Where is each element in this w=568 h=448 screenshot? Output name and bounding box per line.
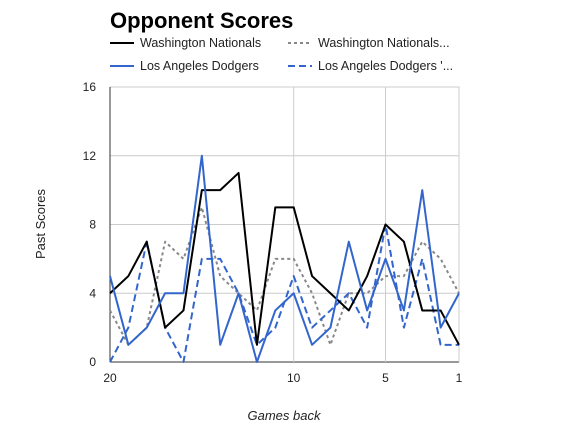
legend-label: Washington Nationals... xyxy=(318,36,450,50)
y-axis-label: Past Scores xyxy=(33,188,48,259)
legend-item-2: Washington Nationals... xyxy=(288,36,450,50)
x-axis-label: Games back xyxy=(248,408,322,423)
chart-title: Opponent Scores xyxy=(110,8,293,33)
x-axis-ticks: 20 10 5 1 xyxy=(103,371,462,385)
legend-label: Los Angeles Dodgers '... xyxy=(318,59,453,73)
grid xyxy=(109,86,460,363)
series-line-2 xyxy=(109,206,460,346)
legend-item-1: Washington Nationals xyxy=(110,36,261,50)
y-axis-ticks: 0 4 8 12 16 xyxy=(83,80,97,369)
y-tick-label: 4 xyxy=(89,286,96,300)
legend-item-4: Los Angeles Dodgers '... xyxy=(288,59,453,73)
legend: Washington Nationals Washington Nationals… xyxy=(110,36,453,73)
x-tick-label: 10 xyxy=(287,371,301,385)
series-lines xyxy=(109,154,460,363)
y-tick-label: 8 xyxy=(89,218,96,232)
legend-item-3: Los Angeles Dodgers xyxy=(110,59,259,73)
legend-label: Washington Nationals xyxy=(140,36,261,50)
x-tick-label: 1 xyxy=(456,371,463,385)
series-line-3 xyxy=(109,154,460,363)
x-tick-label: 5 xyxy=(382,371,389,385)
series-line-1 xyxy=(109,171,460,346)
legend-label: Los Angeles Dodgers xyxy=(140,59,259,73)
y-tick-label: 12 xyxy=(83,149,97,163)
y-tick-label: 0 xyxy=(89,355,96,369)
y-tick-label: 16 xyxy=(83,80,97,94)
x-tick-label: 20 xyxy=(103,371,117,385)
